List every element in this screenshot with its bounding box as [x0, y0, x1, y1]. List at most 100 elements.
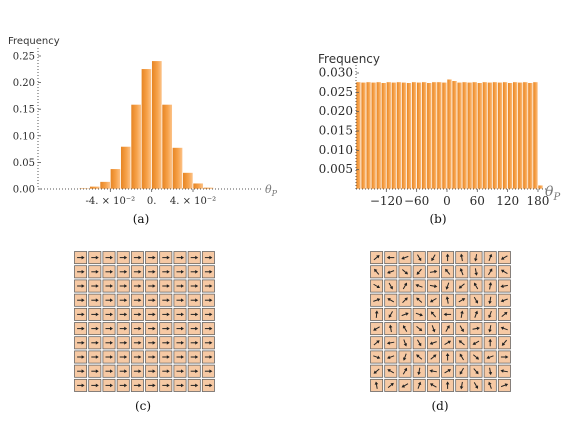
histogram-bar: [401, 81, 407, 190]
orientation-arrow: [474, 310, 479, 318]
orientation-arrow: [190, 298, 199, 302]
orientation-arrow: [388, 324, 393, 333]
orientation-arrow: [472, 326, 480, 331]
orientation-arrow: [176, 383, 184, 388]
histogram-bar: [110, 168, 121, 190]
orientation-arrow: [91, 326, 99, 331]
orientation-arrow: [473, 296, 479, 304]
orientation-arrow: [500, 284, 508, 288]
orientation-arrow: [401, 312, 409, 317]
orientation-arrow: [176, 298, 184, 302]
orientation-arrow: [119, 355, 128, 359]
orientation-arrow: [190, 312, 199, 317]
panel-c-caption: (c): [135, 399, 151, 413]
orientation-arrow: [460, 310, 464, 318]
panel-b-bars: [355, 78, 544, 190]
orientation-arrow: [148, 326, 156, 331]
panel-b-axes: 0.005 0.010 0.015 0.020 0.025 0.030 −120 −60 0 60…: [319, 65, 549, 208]
orientation-arrow: [119, 284, 128, 288]
histogram-bar: [99, 181, 111, 190]
orientation-arrow: [148, 298, 156, 302]
orientation-arrow: [373, 368, 380, 374]
orientation-arrow: [91, 270, 99, 274]
orientation-arrow: [474, 268, 478, 276]
histogram-bar: [487, 81, 493, 190]
histogram-bar: [370, 81, 377, 190]
orientation-arrow: [417, 254, 422, 262]
orientation-arrow: [488, 282, 493, 290]
histogram-bar: [421, 81, 428, 190]
orientation-arrow: [176, 369, 184, 373]
histogram-bar: [466, 81, 473, 190]
orientation-arrow: [445, 268, 451, 275]
orientation-arrow: [458, 283, 465, 289]
orientation-arrow: [204, 383, 213, 388]
orientation-arrow: [444, 340, 452, 345]
orientation-arrow: [402, 367, 408, 375]
histogram-bar: [151, 60, 163, 190]
histogram-bar: [411, 81, 417, 190]
histogram-bar: [537, 184, 544, 190]
orientation-arrow: [91, 284, 99, 288]
y-tick-label: 0.05: [13, 158, 35, 169]
histogram-bar: [406, 82, 412, 190]
orientation-arrow: [374, 268, 380, 275]
orientation-arrow: [204, 355, 213, 359]
orientation-arrow: [429, 269, 438, 274]
histogram-bar: [58, 188, 70, 190]
orientation-arrow: [429, 341, 437, 345]
orientation-arrow: [133, 326, 142, 331]
orientation-arrow: [501, 311, 508, 318]
orientation-arrow: [91, 341, 99, 345]
orientation-arrow: [431, 325, 436, 333]
orientation-arrow: [162, 383, 170, 388]
orientation-arrow: [401, 383, 409, 388]
orientation-arrow: [190, 355, 199, 359]
orientation-arrow: [91, 298, 99, 302]
orientation-arrow: [429, 284, 438, 288]
orientation-arrow: [402, 297, 408, 304]
orientation-arrow: [77, 369, 85, 373]
y-tick-label: 0.00: [13, 185, 35, 196]
orientation-arrow: [176, 326, 184, 331]
orientation-arrow: [445, 253, 450, 262]
orientation-arrow: [105, 312, 113, 317]
orientation-arrow: [459, 325, 464, 333]
orientation-arrow: [488, 253, 493, 262]
orientation-arrow: [500, 355, 509, 359]
orientation-arrow: [148, 355, 156, 359]
orientation-arrow: [386, 341, 395, 345]
orientation-arrow: [373, 340, 380, 346]
orientation-arrow: [190, 284, 199, 288]
orientation-arrow: [119, 341, 128, 345]
orientation-arrow: [77, 284, 85, 288]
orientation-arrow: [133, 355, 142, 359]
orientation-arrow: [429, 369, 437, 373]
orientation-arrow: [416, 354, 423, 360]
x-tick-label: 0: [443, 194, 451, 208]
orientation-arrow: [443, 312, 452, 317]
panel-b-caption: (b): [429, 212, 446, 226]
orientation-arrow: [458, 298, 466, 303]
orientation-arrow: [204, 255, 213, 260]
orientation-arrow: [473, 282, 479, 290]
x-tick-label: 4. × 10⁻²: [170, 196, 216, 207]
histogram-bar: [192, 182, 204, 190]
orientation-arrow: [176, 355, 184, 359]
orientation-arrow: [133, 255, 142, 260]
orientation-arrow: [388, 311, 393, 318]
orientation-arrow: [387, 382, 394, 389]
orientation-arrow: [386, 255, 395, 260]
histogram-bar: [482, 81, 488, 190]
orientation-arrow: [133, 383, 142, 388]
orientation-arrow: [77, 341, 85, 345]
orientation-arrow: [119, 298, 128, 302]
orientation-arrow: [105, 270, 113, 274]
orientation-arrow: [445, 381, 450, 389]
histogram-bar: [386, 81, 392, 190]
orientation-arrow: [458, 340, 465, 346]
y-tick-label: 0.20: [13, 78, 35, 89]
x-tick-label: 120: [496, 194, 519, 208]
histogram-bar: [461, 81, 468, 190]
